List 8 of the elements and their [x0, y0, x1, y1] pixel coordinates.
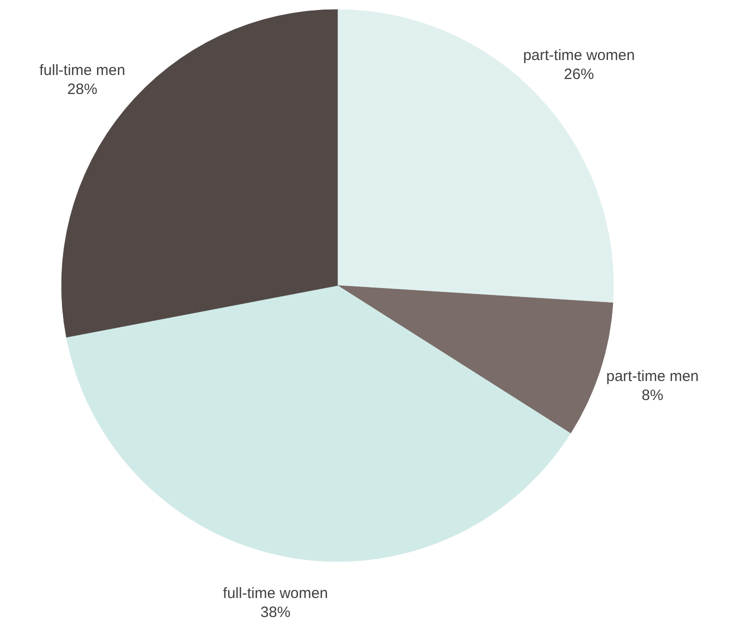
- data-label: 26%: [564, 66, 594, 83]
- slice-label: full-time women: [222, 585, 328, 602]
- data-label: 28%: [67, 81, 98, 98]
- data-label: 8%: [642, 386, 664, 404]
- slice-label: part-time women: [523, 46, 635, 64]
- slice-label: full-time men: [39, 62, 126, 80]
- slice-label: part-time men: [606, 368, 699, 385]
- data-label: 38%: [260, 604, 290, 622]
